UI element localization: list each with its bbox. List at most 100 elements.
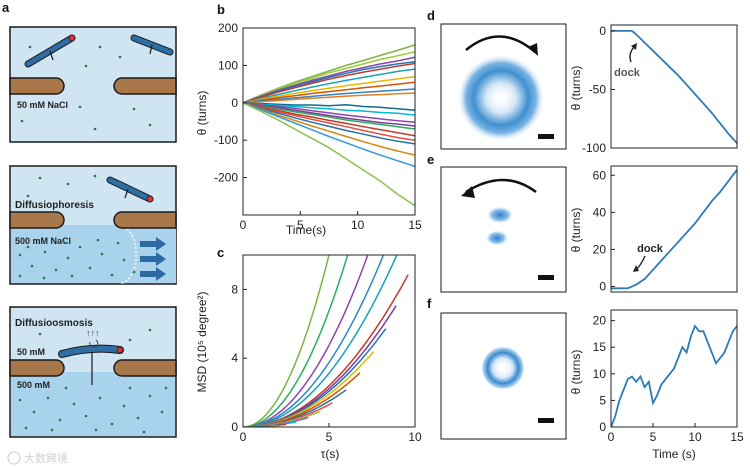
- a2-rod: [106, 176, 154, 203]
- a2-ions: [18, 174, 136, 280]
- chart-d: -100 -50 0: [582, 24, 738, 155]
- chart-c-xlabel: τ(s): [321, 447, 340, 461]
- a2-title: Diffusiophoresis: [15, 200, 94, 211]
- panel-d: d: [427, 8, 567, 150]
- chart-b-series-s16: [243, 102, 415, 137]
- chart-c-ytick-label: 4: [231, 351, 238, 365]
- e-dock-annotation: dock: [637, 243, 664, 255]
- chart-f-frame: [610, 309, 738, 428]
- chart-f: 0 5 10 15 0 5 10 15 20: [593, 309, 744, 444]
- chart-b-series-s14: [243, 102, 415, 127]
- chart-c-series-m2: [243, 255, 349, 427]
- a3-salty-region: [11, 372, 175, 436]
- chart-b-series-s20: [243, 102, 415, 168]
- a2-membrane-right: [113, 211, 177, 229]
- a3-ions: [18, 328, 168, 434]
- d-dock-arrowhead-icon: [631, 43, 637, 50]
- a1-membrane-right: [113, 77, 177, 95]
- chart-b-xtick-label: 10: [351, 218, 365, 232]
- d-arrowhead-icon: [528, 43, 538, 56]
- chart-f-xtick-label: 5: [650, 430, 657, 444]
- watermark-logo-icon: [7, 451, 21, 465]
- chart-b-xlabel: Time(s): [286, 223, 326, 237]
- chart-b-xtick-label: 0: [240, 218, 247, 232]
- chart-c-ytick-label: 8: [231, 282, 238, 296]
- d-scale-bar: [538, 134, 554, 139]
- e-trajectory-blob-bottom: [485, 230, 509, 246]
- a2-gradient-front: [119, 225, 138, 284]
- e-trajectory-blob-top: [486, 206, 514, 224]
- chart-f-xtick-label: 10: [688, 430, 702, 444]
- watermark-text: 大数跨境: [24, 451, 68, 465]
- chart-b: 0 5 10 15 -200 -100 0 100 200: [214, 21, 422, 232]
- chart-f-xtick-label: 0: [608, 430, 615, 444]
- chart-b-series-s8: [243, 81, 415, 104]
- e-dock-arrowhead-icon: [633, 265, 639, 272]
- chart-b-ytick-label: -200: [214, 171, 238, 185]
- chart-e-ytick-label: 20: [593, 242, 607, 256]
- a3-membrane-right: [113, 359, 177, 377]
- chart-d-ytick-label: 0: [599, 24, 606, 38]
- chart-f-ytick-label: 20: [593, 314, 607, 328]
- panel-f: f: [427, 296, 567, 440]
- chart-b-ytick-label: 100: [218, 58, 238, 72]
- panel-letter-c: c: [217, 245, 224, 260]
- chart-f-ytick-label: 0: [599, 420, 606, 434]
- a3-rod: [58, 344, 124, 385]
- chart-c-series-m1: [243, 255, 330, 427]
- e-scale-bar: [538, 275, 554, 280]
- chart-b-series-s13: [243, 102, 415, 123]
- chart-c-xtick-label: 0: [240, 430, 247, 444]
- chart-c-ylabel: MSD (10⁵ degree²): [195, 291, 209, 392]
- chart-b-series-s3: [243, 56, 415, 104]
- a3-membrane-left: [9, 359, 65, 377]
- chart-b-series-s2: [243, 51, 415, 104]
- a2-salt-label: 500 mM NaCl: [15, 236, 71, 246]
- a3-up-arrows-icon: ↑↑↑: [86, 328, 100, 338]
- e-image-frame: [440, 166, 567, 293]
- a1-rod-left: [24, 34, 76, 68]
- chart-b-series-s6: [243, 68, 415, 104]
- chart-c-xtick-label: 10: [408, 430, 422, 444]
- a3-rotation-icon: [89, 339, 99, 348]
- panel-d-chart: -100 -50 0 θ (turns) dock: [569, 24, 738, 155]
- chart-b-ytick-label: 0: [231, 96, 238, 110]
- chart-c-xtick-label: 5: [326, 430, 333, 444]
- panel-a-sub1: 50 mM NaCl: [9, 26, 177, 143]
- chart-f-series-f: [611, 324, 737, 427]
- chart-b-series-s17: [243, 102, 415, 141]
- chart-b-series-s7: [243, 75, 415, 104]
- a3-bottom-label: 500 mM: [17, 380, 50, 390]
- chart-c-series-m5: [243, 255, 398, 427]
- panel-e: e: [427, 152, 567, 293]
- chart-b-xtick-label: 5: [297, 218, 304, 232]
- panel-e-chart: 0 20 40 60 θ (turns) dock: [569, 165, 738, 293]
- panel-letter-f: f: [427, 296, 432, 311]
- a3-title: Diffusioosmosis: [15, 318, 93, 329]
- chart-f-ytick-label: 15: [593, 340, 607, 354]
- panel-b: b 0 5 10 15 -200 -100 0 100 200 Time(s) θ (turns…: [195, 2, 422, 237]
- panel-c: c 0 5 10 0 4 8 τ(s) MSD (10⁵ degree²): [195, 245, 422, 461]
- panel-letter-d: d: [427, 8, 435, 23]
- chart-e-ytick-label: 40: [593, 205, 607, 219]
- chart-b-frame: [242, 27, 416, 216]
- panel-letter-e: e: [427, 152, 434, 167]
- chart-e-series-e: [611, 169, 737, 290]
- chart-b-ytick-label: 200: [218, 21, 238, 35]
- chart-c-series-m3: [243, 255, 369, 427]
- e-arrowhead-icon: [461, 186, 475, 198]
- chart-b-series-s15: [243, 102, 415, 130]
- panel-a-sub3: Diffusioosmosis ↑↑↑ 50 mM 500 mM: [9, 306, 177, 438]
- d-trajectory-ring: [457, 54, 545, 142]
- chart-e: 0 20 40 60: [593, 165, 738, 293]
- chart-d-ytick-label: -100: [582, 141, 606, 155]
- panel-letter-b: b: [217, 2, 225, 17]
- chart-b-series-s19: [243, 102, 415, 156]
- chart-b-series-s12: [243, 102, 415, 116]
- panel-letter-a: a: [2, 0, 10, 15]
- chart-c-series-m4: [243, 255, 385, 427]
- chart-d-ylabel: θ (turns): [569, 66, 583, 111]
- a2-membrane-left: [9, 211, 65, 229]
- chart-b-series-s18: [243, 102, 415, 145]
